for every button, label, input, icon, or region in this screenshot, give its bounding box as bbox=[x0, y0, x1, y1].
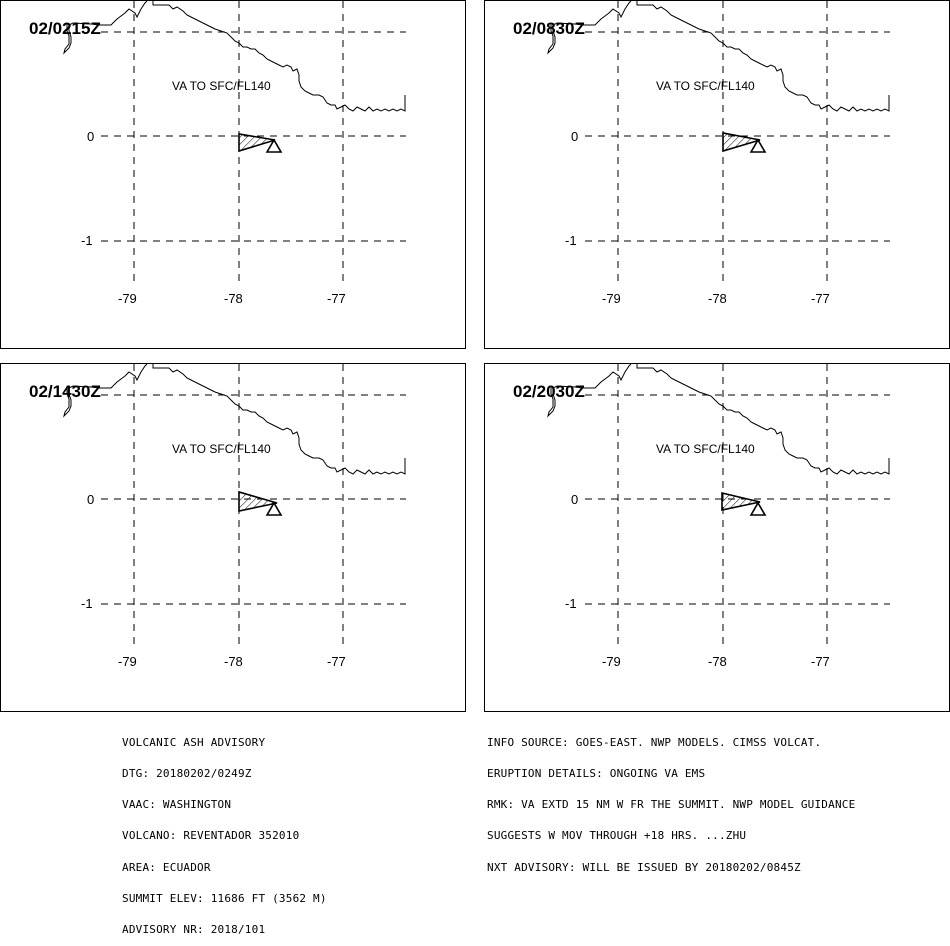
ash-cloud-polygon bbox=[722, 132, 761, 153]
forecast-panel-3: 02/1430Z VA TO SFC/FL140 0 -1 -79 -78 -7… bbox=[0, 363, 466, 712]
ash-cloud-label: VA TO SFC/FL140 bbox=[656, 442, 755, 456]
lon-tick-77: -77 bbox=[327, 291, 346, 306]
remarks-line-1: RMK: VA EXTD 15 NM W FR THE SUMMIT. NWP … bbox=[487, 798, 856, 812]
advisory-volcano: VOLCANO: REVENTADOR 352010 bbox=[122, 829, 300, 843]
coastline bbox=[547, 364, 890, 475]
ash-cloud-polygon bbox=[721, 491, 761, 511]
lat-tick-0: 0 bbox=[87, 492, 95, 507]
map-canvas bbox=[547, 364, 890, 646]
volcano-triangle-icon bbox=[265, 501, 283, 516]
remarks-line-2: SUGGESTS W MOV THROUGH +18 HRS. ...ZHU bbox=[487, 829, 747, 843]
lon-tick-78: -78 bbox=[708, 291, 727, 306]
next-advisory: NXT ADVISORY: WILL BE ISSUED BY 20180202… bbox=[487, 860, 801, 874]
advisory-header-block: VOLCANIC ASH ADVISORY DTG: 20180202/0249… bbox=[122, 717, 327, 946]
advisory-vaac: VAAC: WASHINGTON bbox=[122, 798, 232, 812]
time-stamp: 02/2030Z bbox=[513, 382, 585, 401]
lat-tick-0: 0 bbox=[571, 492, 579, 507]
volcano-triangle-icon bbox=[265, 138, 283, 153]
lat-tick-minus1: -1 bbox=[81, 596, 93, 611]
time-stamp: 02/0830Z bbox=[513, 19, 585, 38]
lat-tick-minus1: -1 bbox=[565, 596, 577, 611]
lat-tick-minus1: -1 bbox=[565, 233, 577, 248]
forecast-panel-4: 02/2030Z VA TO SFC/FL140 0 -1 -79 -78 -7… bbox=[484, 363, 950, 712]
coastline bbox=[63, 1, 406, 112]
forecast-panel-2: 02/0830Z VA TO SFC/FL140 0 -1 -79 -78 -7… bbox=[484, 0, 950, 349]
eruption-details: ERUPTION DETAILS: ONGOING VA EMS bbox=[487, 767, 706, 781]
time-stamp: 02/1430Z bbox=[29, 382, 101, 401]
map-canvas bbox=[63, 364, 406, 646]
ash-cloud-polygon bbox=[238, 133, 276, 153]
info-source: INFO SOURCE: GOES-EAST. NWP MODELS. CIMS… bbox=[487, 735, 822, 749]
advisory-details-block: INFO SOURCE: GOES-EAST. NWP MODELS. CIMS… bbox=[487, 717, 855, 883]
lon-tick-78: -78 bbox=[224, 654, 243, 669]
coastline bbox=[547, 1, 890, 112]
ash-cloud-polygon bbox=[238, 490, 278, 512]
volcano-triangle-icon bbox=[749, 501, 767, 516]
map-canvas bbox=[63, 1, 406, 283]
lat-tick-0: 0 bbox=[571, 129, 579, 144]
lon-tick-79: -79 bbox=[602, 291, 621, 306]
lon-tick-79: -79 bbox=[118, 654, 137, 669]
lon-tick-77: -77 bbox=[811, 654, 830, 669]
coastline bbox=[63, 364, 406, 475]
volcano-triangle-icon bbox=[749, 138, 767, 153]
lon-tick-78: -78 bbox=[708, 654, 727, 669]
ash-cloud-label: VA TO SFC/FL140 bbox=[656, 79, 755, 93]
forecast-panel-1: 02/0215Z VA TO SFC/FL140 0 -1 -79 -78 -7… bbox=[0, 0, 466, 349]
lat-tick-minus1: -1 bbox=[81, 233, 93, 248]
lon-tick-79: -79 bbox=[118, 291, 137, 306]
time-stamp: 02/0215Z bbox=[29, 19, 101, 38]
lon-tick-79: -79 bbox=[602, 654, 621, 669]
ash-cloud-label: VA TO SFC/FL140 bbox=[172, 442, 271, 456]
advisory-number: ADVISORY NR: 2018/101 bbox=[122, 923, 266, 937]
lat-tick-0: 0 bbox=[87, 129, 95, 144]
advisory-area: AREA: ECUADOR bbox=[122, 860, 211, 874]
advisory-title: VOLCANIC ASH ADVISORY bbox=[122, 735, 266, 749]
map-canvas bbox=[547, 1, 890, 283]
lon-tick-77: -77 bbox=[327, 654, 346, 669]
lon-tick-77: -77 bbox=[811, 291, 830, 306]
ash-cloud-label: VA TO SFC/FL140 bbox=[172, 79, 271, 93]
advisory-dtg: DTG: 20180202/0249Z bbox=[122, 767, 252, 781]
lon-tick-78: -78 bbox=[224, 291, 243, 306]
advisory-summit-elev: SUMMIT ELEV: 11686 FT (3562 M) bbox=[122, 891, 327, 905]
